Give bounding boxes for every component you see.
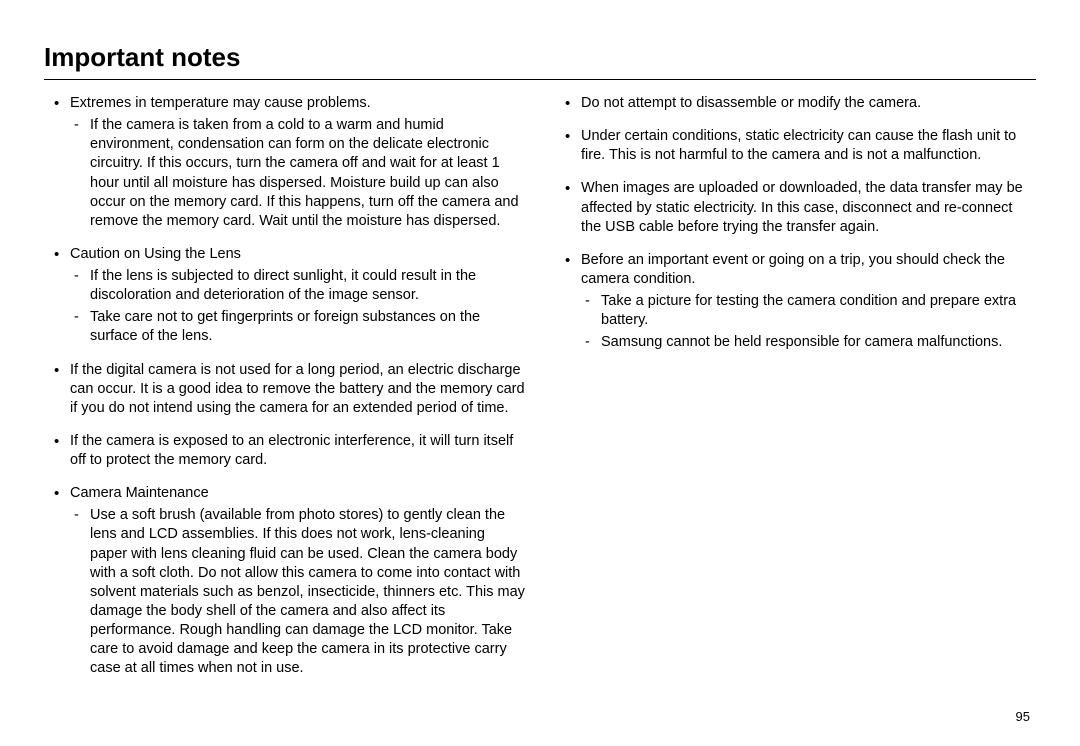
bullet-lead-text: Caution on Using the Lens — [70, 246, 241, 262]
bullet-lead-text: Under certain conditions, static electri… — [581, 128, 1016, 163]
dash-item: Take a picture for testing the camera co… — [581, 292, 1036, 330]
bullet-item: When images are uploaded or downloaded, … — [555, 179, 1036, 236]
bullet-lead-text: Camera Maintenance — [70, 485, 209, 501]
bullet-lead-text: Before an important event or going on a … — [581, 252, 1005, 287]
bullet-item: If the camera is exposed to an electroni… — [44, 432, 525, 470]
dash-sublist: If the camera is taken from a cold to a … — [70, 116, 525, 231]
page-title: Important notes — [44, 42, 1036, 80]
dash-sublist: Use a soft brush (available from photo s… — [70, 506, 525, 678]
page-number: 95 — [1016, 709, 1030, 724]
bullet-item: Do not attempt to disassemble or modify … — [555, 94, 1036, 113]
right-column: Do not attempt to disassemble or modify … — [555, 94, 1036, 692]
bullet-lead-text: Extremes in temperature may cause proble… — [70, 95, 371, 111]
dash-item: If the lens is subjected to direct sunli… — [70, 267, 525, 305]
bullet-item: Before an important event or going on a … — [555, 251, 1036, 353]
dash-sublist: If the lens is subjected to direct sunli… — [70, 267, 525, 347]
right-bullet-list: Do not attempt to disassemble or modify … — [555, 94, 1036, 352]
bullet-item: Caution on Using the Lens If the lens is … — [44, 245, 525, 347]
dash-item: If the camera is taken from a cold to a … — [70, 116, 525, 231]
content-columns: Extremes in temperature may cause proble… — [44, 94, 1036, 692]
dash-item: Use a soft brush (available from photo s… — [70, 506, 525, 678]
dash-item: Take care not to get fingerprints or for… — [70, 308, 525, 346]
bullet-lead-text: If the camera is exposed to an electroni… — [70, 433, 513, 468]
bullet-lead-text: If the digital camera is not used for a … — [70, 362, 525, 416]
bullet-item: Under certain conditions, static electri… — [555, 127, 1036, 165]
dash-item: Samsung cannot be held responsible for c… — [581, 333, 1036, 352]
left-bullet-list: Extremes in temperature may cause proble… — [44, 94, 525, 678]
bullet-item: Camera Maintenance Use a soft brush (avai… — [44, 484, 525, 678]
dash-sublist: Take a picture for testing the camera co… — [581, 292, 1036, 352]
bullet-item: Extremes in temperature may cause proble… — [44, 94, 525, 231]
bullet-lead-text: Do not attempt to disassemble or modify … — [581, 95, 921, 111]
bullet-lead-text: When images are uploaded or downloaded, … — [581, 180, 1023, 234]
bullet-item: If the digital camera is not used for a … — [44, 361, 525, 418]
left-column: Extremes in temperature may cause proble… — [44, 94, 525, 692]
